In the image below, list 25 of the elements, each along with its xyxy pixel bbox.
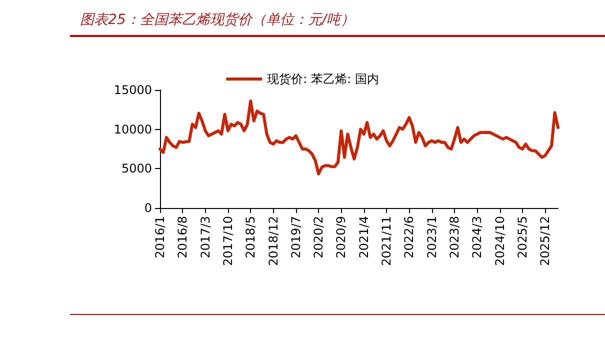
x-tick-label: 2021/4	[356, 216, 371, 258]
x-tick-label: 2018/5	[244, 216, 258, 258]
x-tick-label: 2019/7	[288, 216, 303, 258]
x-tick-label: 2018/12	[266, 216, 280, 266]
legend-label: 现货价: 苯乙烯: 国内	[267, 72, 379, 86]
x-tick-label: 2021/11	[380, 216, 394, 266]
x-tick-label: 2017/10	[220, 216, 235, 266]
x-tick-label: 2020/9	[334, 216, 348, 258]
x-tick-label: 2023/8	[447, 216, 462, 258]
line-series	[158, 100, 560, 176]
x-tick-label: 2020/2	[312, 216, 326, 258]
y-tick-label: 15000	[114, 83, 152, 97]
x-tick-label: 2017/3	[198, 216, 212, 258]
x-tick-label: 2022/6	[402, 216, 416, 258]
x-tick-label: 2016/8	[176, 216, 190, 258]
x-tick-label: 2025/5	[515, 216, 530, 258]
y-tick-label: 5000	[121, 162, 152, 176]
x-tick-label: 2024/10	[492, 216, 507, 266]
y-tick-label: 0	[144, 201, 152, 215]
chart-title: 图表25：全国苯乙烯现货价（单位：元/吨）	[80, 12, 355, 28]
x-tick-label: 2016/1	[153, 216, 167, 258]
x-tick-label: 2023/1	[424, 216, 439, 258]
y-tick-label: 10000	[114, 122, 152, 136]
x-tick-label: 2025/12	[538, 216, 552, 266]
x-tick-label: 2024/3	[470, 216, 484, 258]
